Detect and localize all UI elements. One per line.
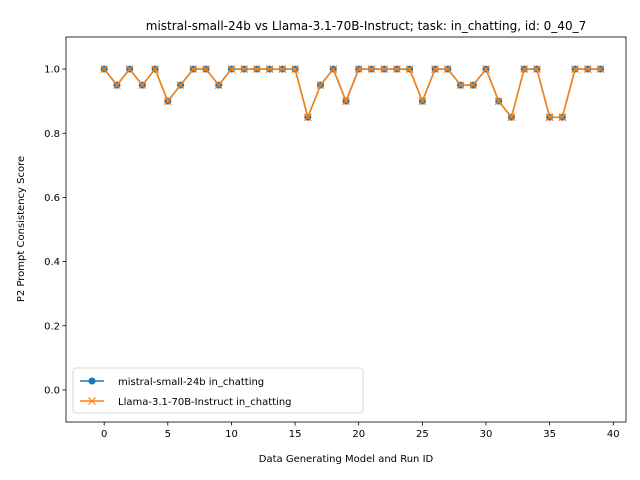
x-tick-label-8: 40 xyxy=(607,429,620,440)
y-tick-label-3: 0.6 xyxy=(44,193,60,204)
series-line-1 xyxy=(103,68,601,118)
legend-entry-0: mistral-small-24b in_chatting xyxy=(80,377,264,388)
x-axis-label: Data Generating Model and Run ID xyxy=(259,454,434,465)
series-1-point-9 xyxy=(214,81,223,90)
legend-box xyxy=(72,367,364,414)
series-1-point-33 xyxy=(520,65,529,74)
series-1-point-13 xyxy=(265,65,274,74)
series-1-point-19 xyxy=(342,97,350,106)
series-1-point-25 xyxy=(418,97,427,106)
series-1-point-23 xyxy=(392,65,401,74)
series-1-point-16 xyxy=(303,113,312,122)
y-tick-label-4: 0.8 xyxy=(44,129,60,140)
series-1-point-4 xyxy=(151,65,160,74)
series-1-point-18 xyxy=(329,65,338,74)
y-tick-label-0: 0.0 xyxy=(44,385,60,396)
series-1-point-17 xyxy=(316,81,325,90)
series-1-point-20 xyxy=(354,65,363,74)
legend-label-1: Llama-3.1-70B-Instruct in_chatting xyxy=(118,397,292,408)
axes-frame xyxy=(65,36,627,423)
series-1-point-37 xyxy=(571,65,580,74)
series-1-point-6 xyxy=(176,81,185,90)
series-1-point-27 xyxy=(443,65,452,74)
series-1-point-28 xyxy=(456,81,465,90)
x-tick-label-3: 15 xyxy=(289,429,302,440)
series-line-0 xyxy=(103,68,601,118)
series-1-point-1 xyxy=(112,81,121,90)
x-tick-label-4: 20 xyxy=(352,429,365,440)
x-tick-label-7: 35 xyxy=(543,429,556,440)
series-1-point-0 xyxy=(100,65,109,74)
series-1-point-34 xyxy=(532,65,541,74)
y-axis: 0.0 0.2 0.4 0.6 0.8 1.0 xyxy=(44,65,66,396)
series-1-point-24 xyxy=(405,65,414,74)
legend-entry-1: Llama-3.1-70B-Instruct in_chatting xyxy=(80,397,292,408)
series-1-point-14 xyxy=(278,65,287,74)
y-tick-label-5: 1.0 xyxy=(44,65,60,76)
series-1-point-8 xyxy=(202,65,210,74)
series-1-point-7 xyxy=(189,65,198,74)
series-1-point-26 xyxy=(431,65,440,74)
legend-marker-0 xyxy=(88,377,96,385)
series-0 xyxy=(100,65,605,121)
series-1-point-35 xyxy=(545,113,554,122)
x-tick-label-2: 10 xyxy=(225,429,238,440)
series-1-point-2 xyxy=(125,65,134,74)
series-1-point-38 xyxy=(583,65,592,74)
series-1-point-15 xyxy=(291,65,300,74)
series-1-point-3 xyxy=(138,81,147,90)
legend-marker-1 xyxy=(88,397,96,405)
chart-title: mistral-small-24b vs Llama-3.1-70B-Instr… xyxy=(146,19,586,33)
y-axis-label: P2 Prompt Consistency Score xyxy=(16,156,27,302)
legend-label-0: mistral-small-24b in_chatting xyxy=(118,377,264,388)
series-1-point-36 xyxy=(558,113,567,122)
series-1-point-12 xyxy=(252,65,261,74)
series-1-point-22 xyxy=(380,65,389,74)
x-axis: 0 5 10 15 20 25 30 35 40 xyxy=(101,422,620,440)
y-tick-label-1: 0.2 xyxy=(44,321,60,332)
y-tick-label-2: 0.4 xyxy=(44,257,60,268)
legend: mistral-small-24b in_chatting Llama-3.1-… xyxy=(72,367,364,414)
x-tick-label-6: 30 xyxy=(480,429,493,440)
series-1-point-5 xyxy=(163,97,172,106)
x-tick-label-0: 0 xyxy=(101,429,107,440)
series-1-point-31 xyxy=(494,97,503,106)
series-1-point-30 xyxy=(482,65,490,74)
series-layer xyxy=(100,65,605,122)
series-1-point-11 xyxy=(240,65,249,74)
series-1-point-21 xyxy=(367,65,376,74)
series-1-point-29 xyxy=(469,81,478,90)
series-1-point-39 xyxy=(596,65,605,74)
series-1-point-10 xyxy=(227,65,236,74)
x-tick-label-1: 5 xyxy=(165,429,171,440)
series-1-point-32 xyxy=(507,113,516,122)
x-tick-label-5: 25 xyxy=(416,429,429,440)
series-1 xyxy=(100,65,605,122)
